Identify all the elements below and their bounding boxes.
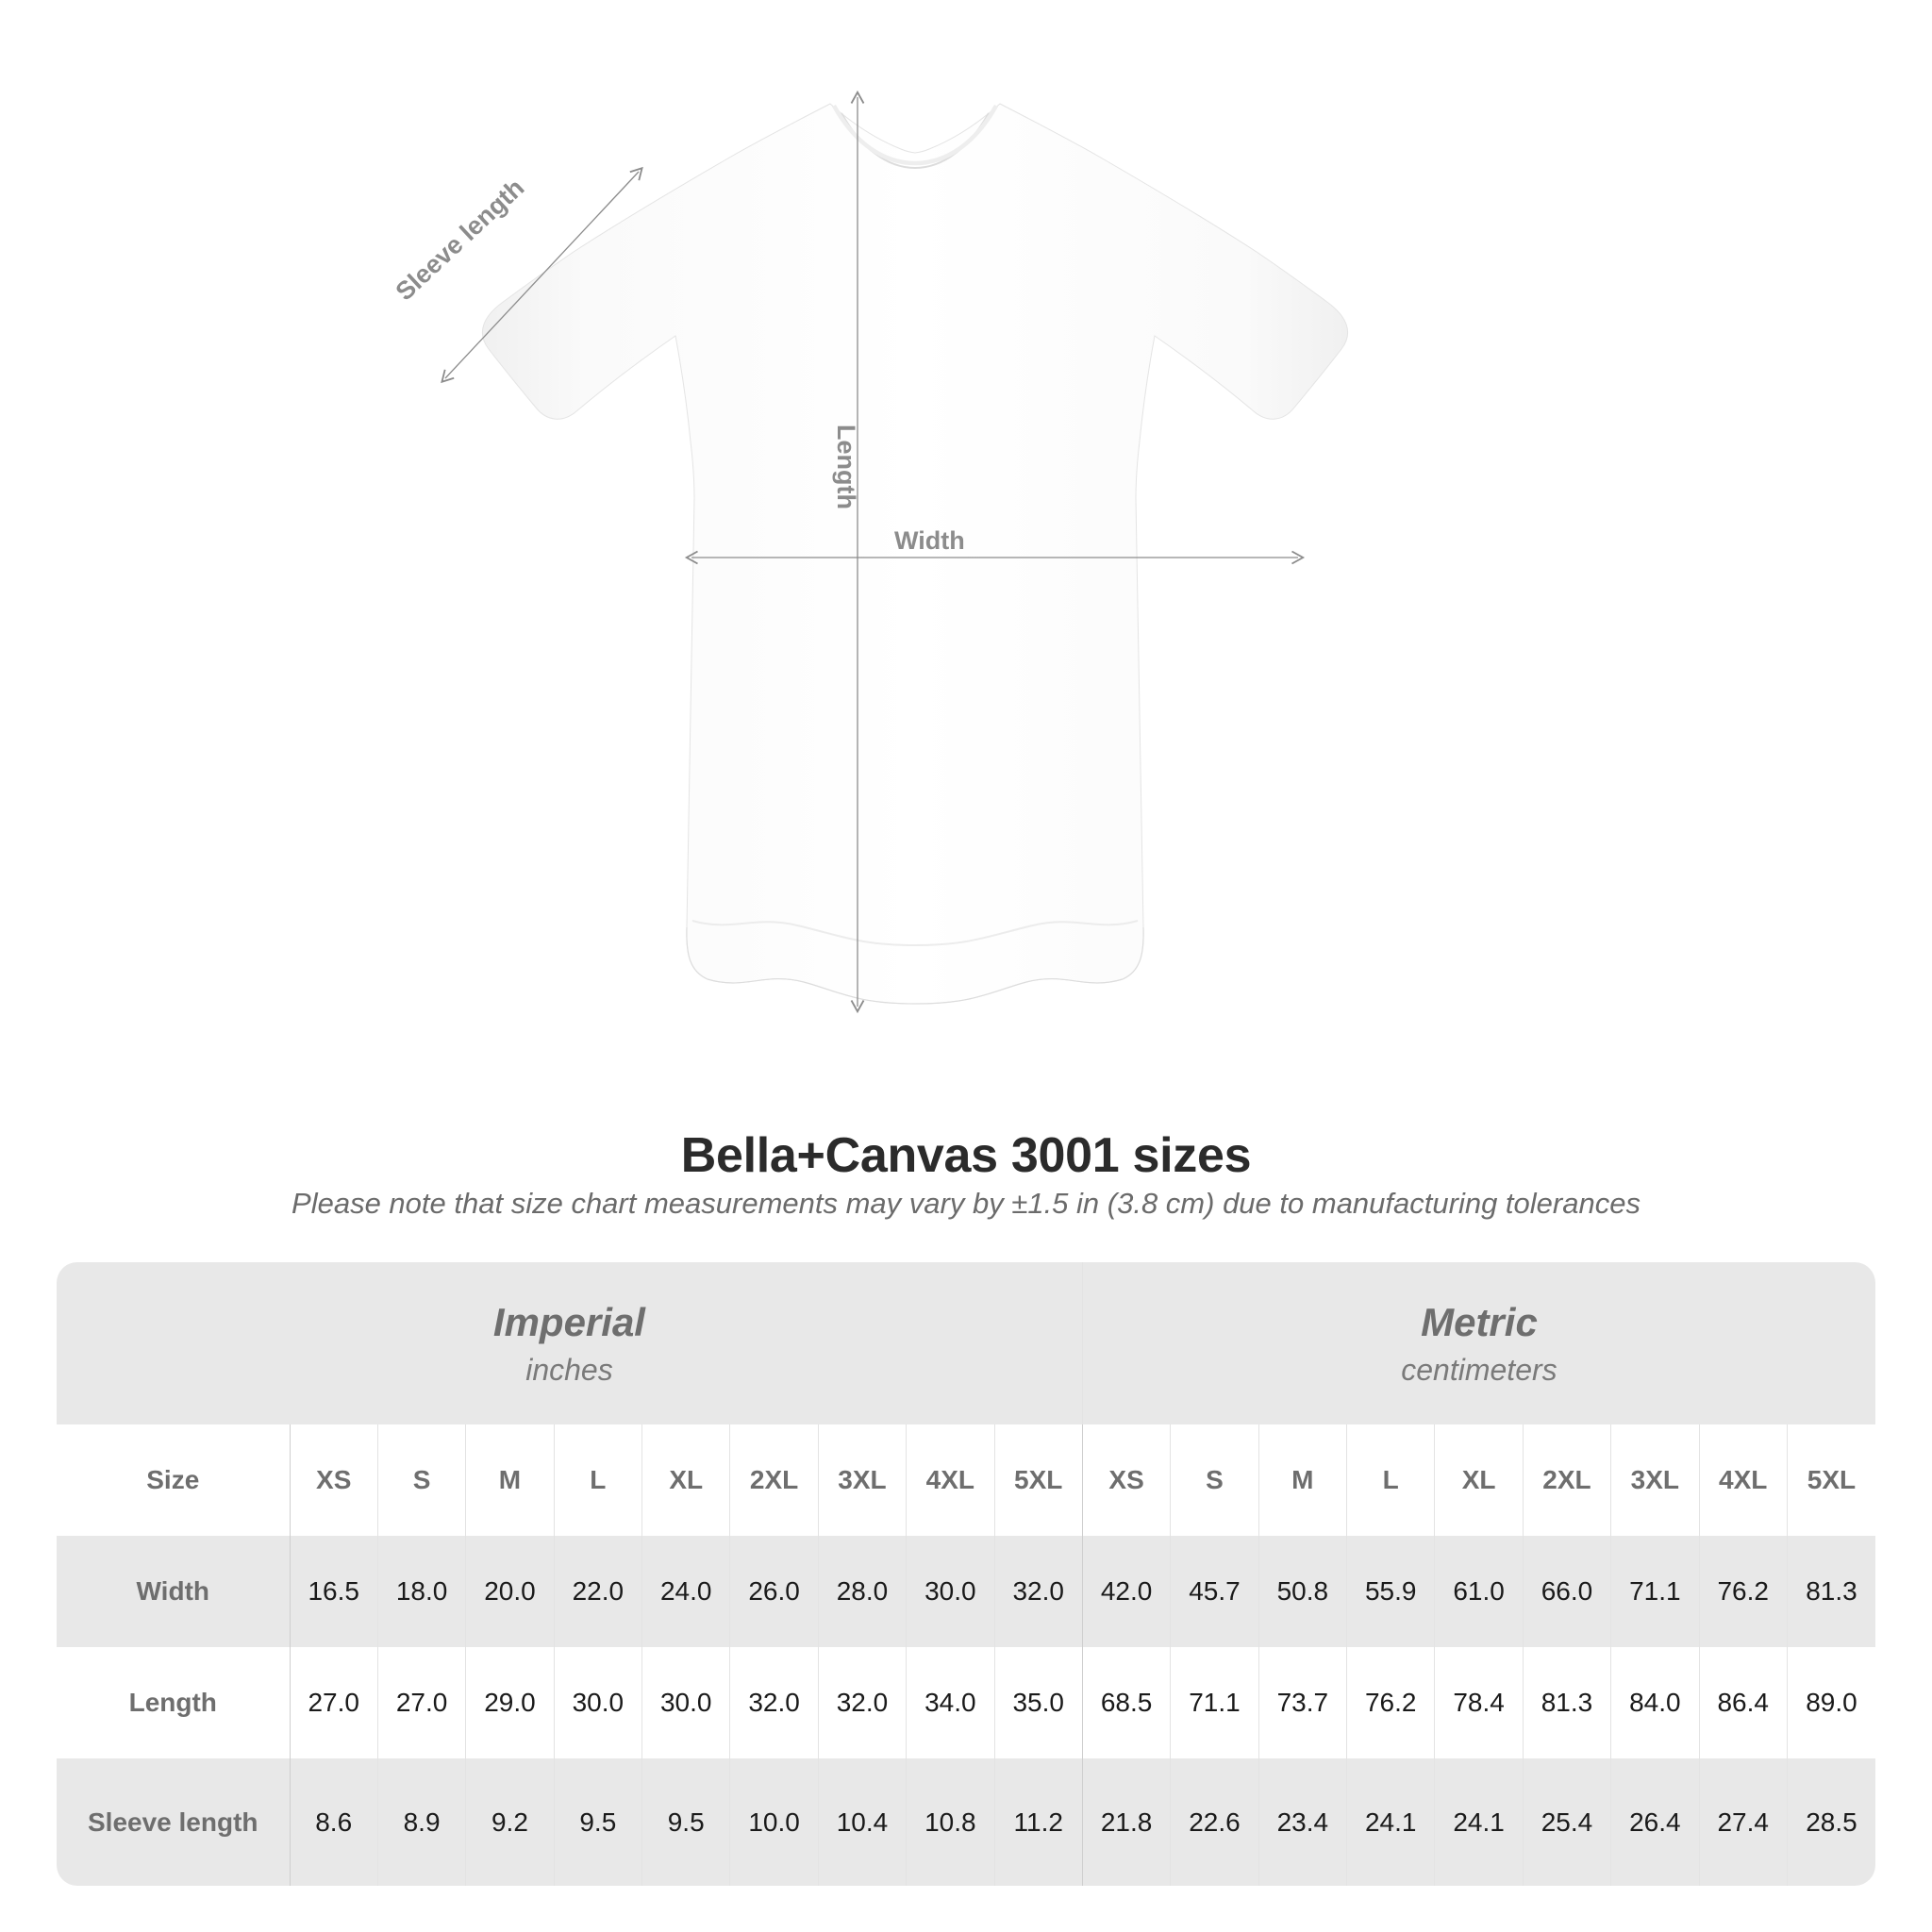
svg-text:Sleeve length: Sleeve length [391,174,530,307]
svg-text:Width: Width [894,526,965,555]
svg-text:Length: Length [832,425,860,509]
